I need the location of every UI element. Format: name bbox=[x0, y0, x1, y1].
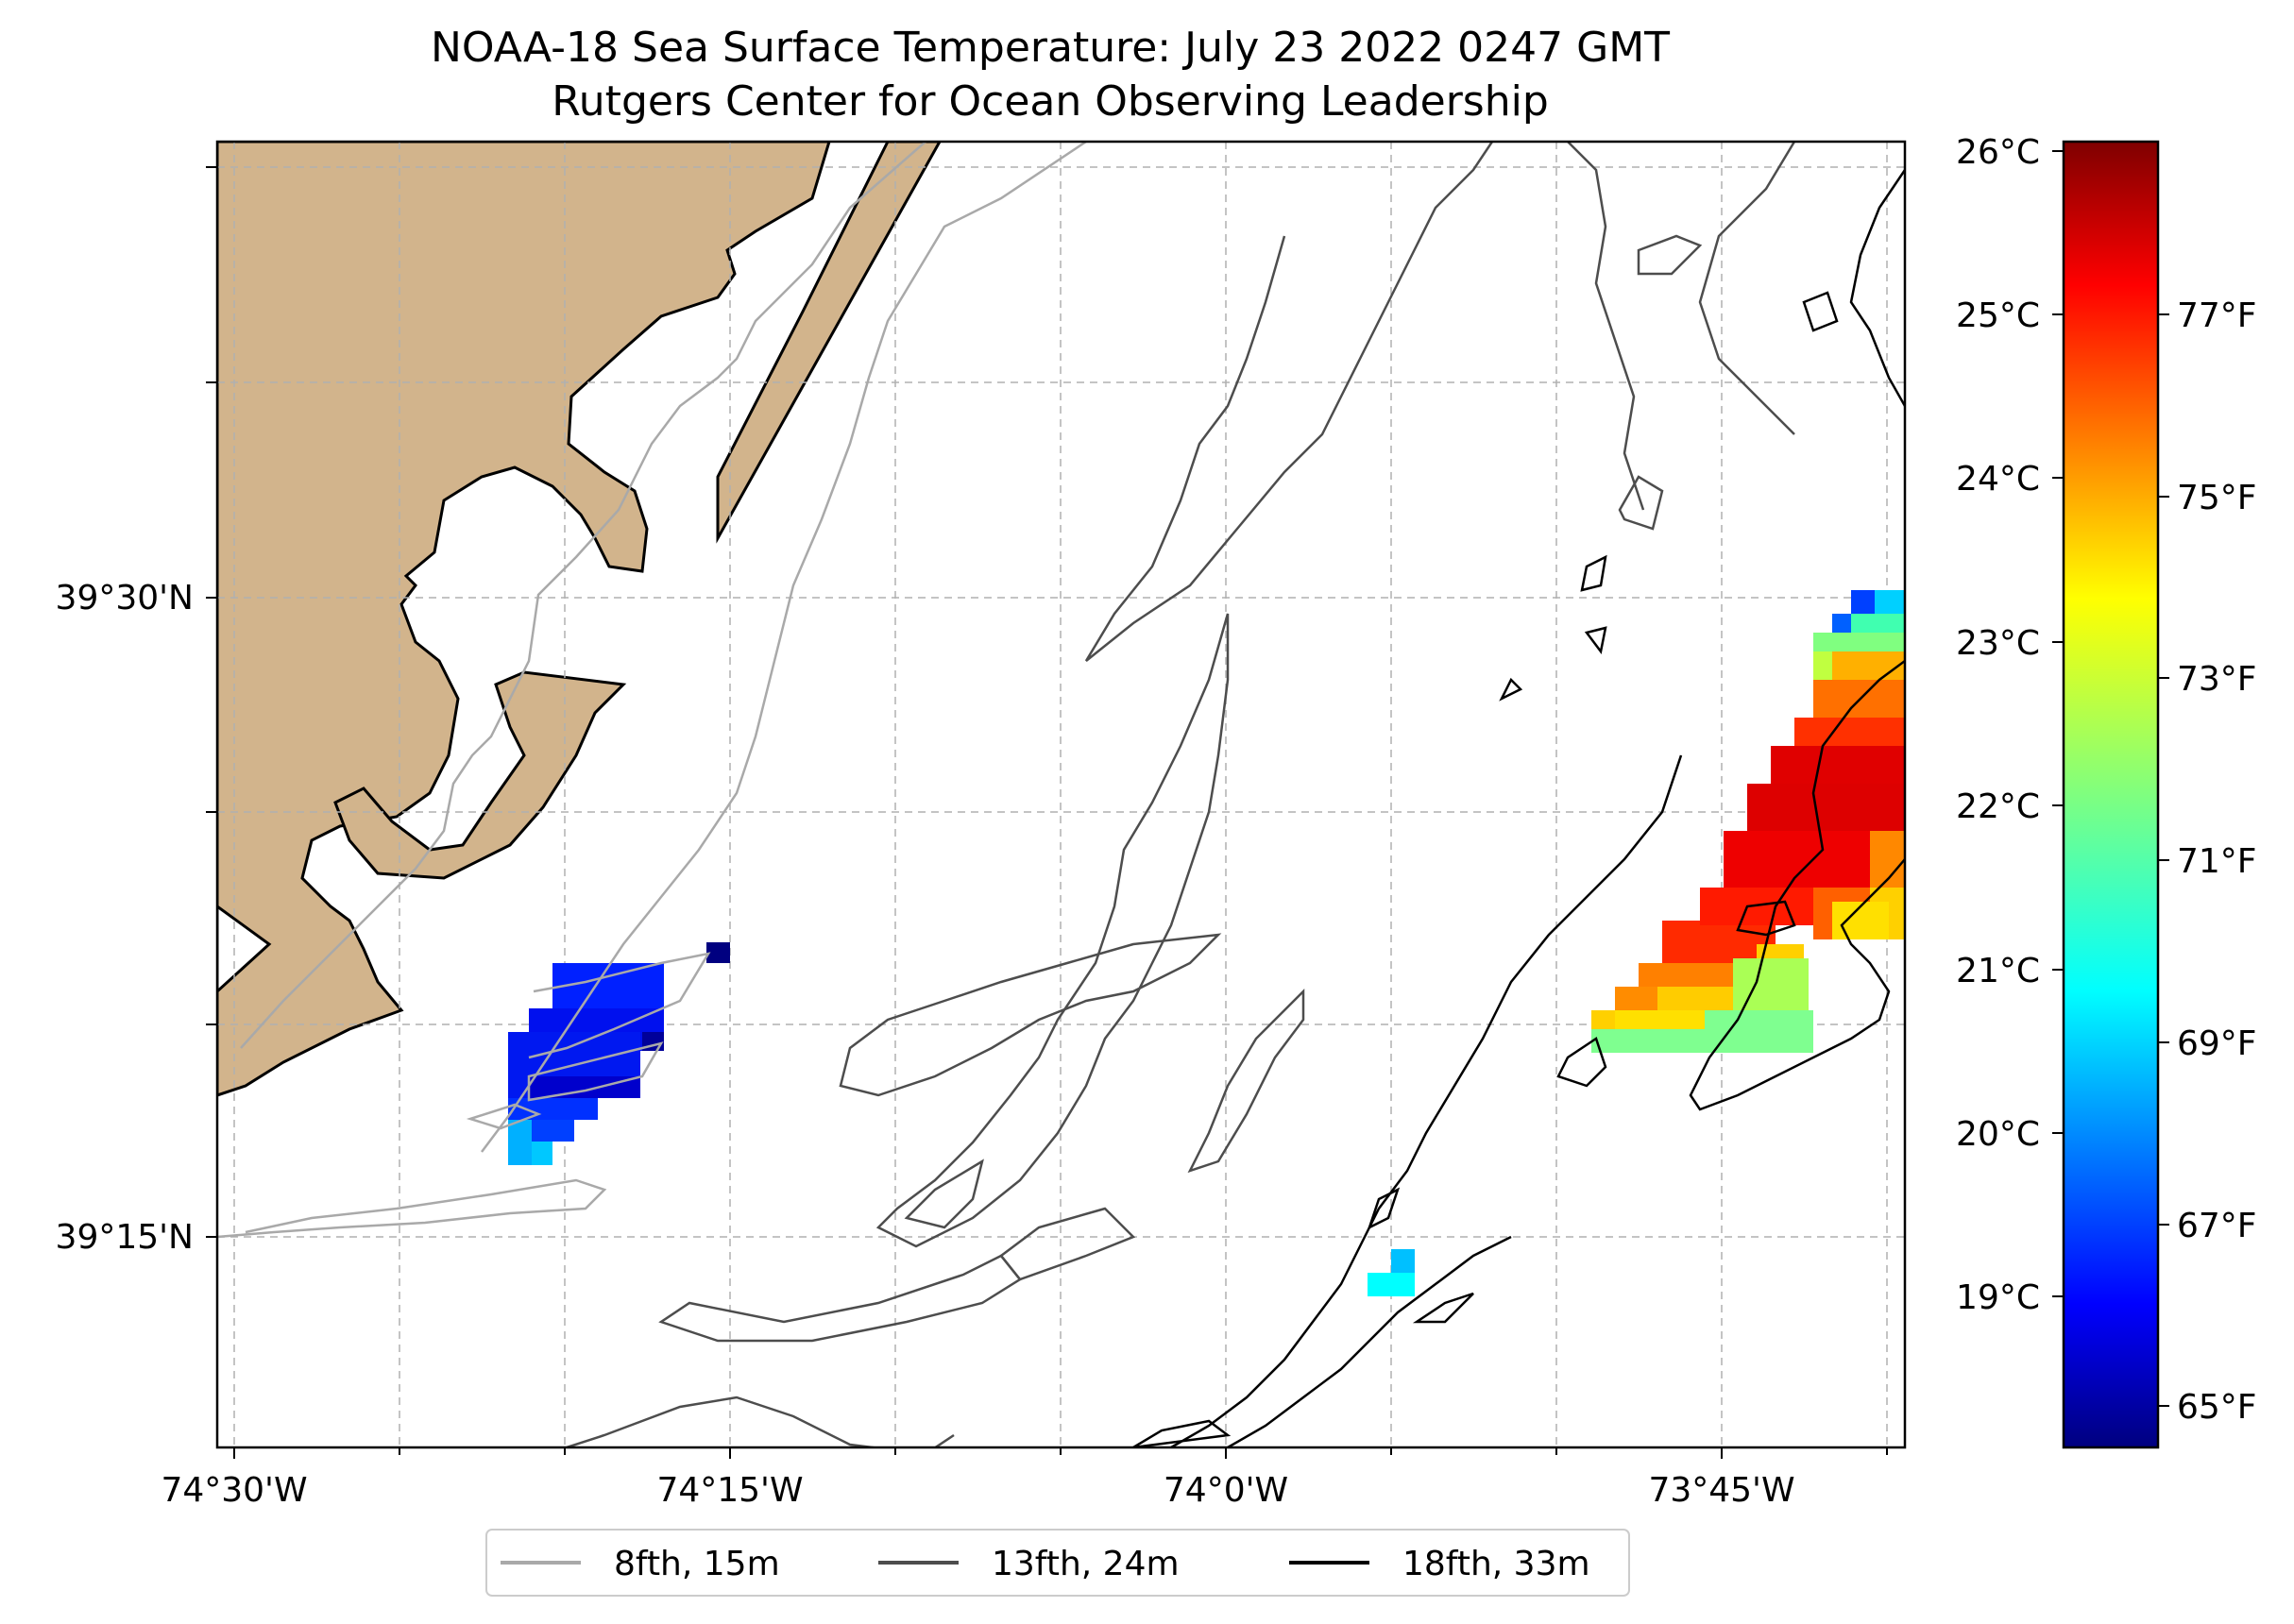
legend-label-13fth: 13fth, 24m bbox=[992, 1545, 1180, 1583]
land-mass bbox=[217, 142, 831, 1097]
colorbar-celsius-label: 23°C bbox=[1956, 624, 2040, 663]
colorbar-fahrenheit-label: 65°F bbox=[2177, 1388, 2257, 1427]
colorbar-fahrenheit-label: 69°F bbox=[2177, 1024, 2257, 1063]
map-plot-area bbox=[206, 140, 1907, 1459]
map-title-line1: NOAA-18 Sea Surface Temperature: July 23… bbox=[431, 24, 1670, 72]
barrier-island bbox=[716, 142, 942, 544]
lat-tick-label: 39°30'N bbox=[56, 579, 194, 617]
colorbar bbox=[2052, 140, 2169, 1449]
lon-tick-label: 74°0'W bbox=[1164, 1471, 1288, 1510]
lon-tick-label: 74°15'W bbox=[656, 1471, 803, 1510]
colorbar-celsius-label: 22°C bbox=[1956, 787, 2040, 826]
map-title-line2: Rutgers Center for Ocean Observing Leade… bbox=[552, 77, 1549, 126]
colorbar-fahrenheit-label: 67°F bbox=[2177, 1207, 2257, 1245]
sst-cluster-south bbox=[1368, 1273, 1415, 1296]
colorbar-fahrenheit-label: 75°F bbox=[2177, 479, 2257, 517]
colorbar-fahrenheit-label: 73°F bbox=[2177, 660, 2257, 699]
colorbar-celsius-label: 19°C bbox=[1956, 1278, 2040, 1317]
contour-8fth bbox=[217, 142, 1087, 1239]
colorbar-fahrenheit-label: 77°F bbox=[2177, 296, 2257, 335]
contour-13fth bbox=[566, 142, 1796, 1447]
contour-legend: 8fth, 15m 13fth, 24m 18fth, 33m bbox=[485, 1529, 1630, 1597]
colorbar-celsius-label: 20°C bbox=[1956, 1115, 2040, 1154]
legend-label-18fth: 18fth, 33m bbox=[1402, 1545, 1590, 1583]
sst-cluster-east bbox=[1591, 590, 1905, 1053]
colorbar-celsius-label: 24°C bbox=[1956, 460, 2040, 499]
colorbar-celsius-label: 25°C bbox=[1956, 296, 2040, 335]
lat-tick-label: 39°15'N bbox=[56, 1218, 194, 1257]
legend-label-8fth: 8fth, 15m bbox=[614, 1545, 780, 1583]
contour-18fth bbox=[1132, 169, 1905, 1447]
lon-tick-label: 73°45'W bbox=[1648, 1471, 1794, 1510]
colorbar-fahrenheit-label: 71°F bbox=[2177, 842, 2257, 881]
lon-tick-label: 74°30'W bbox=[161, 1471, 307, 1510]
colorbar-celsius-label: 21°C bbox=[1956, 952, 2040, 990]
colorbar-celsius-label: 26°C bbox=[1956, 133, 2040, 172]
